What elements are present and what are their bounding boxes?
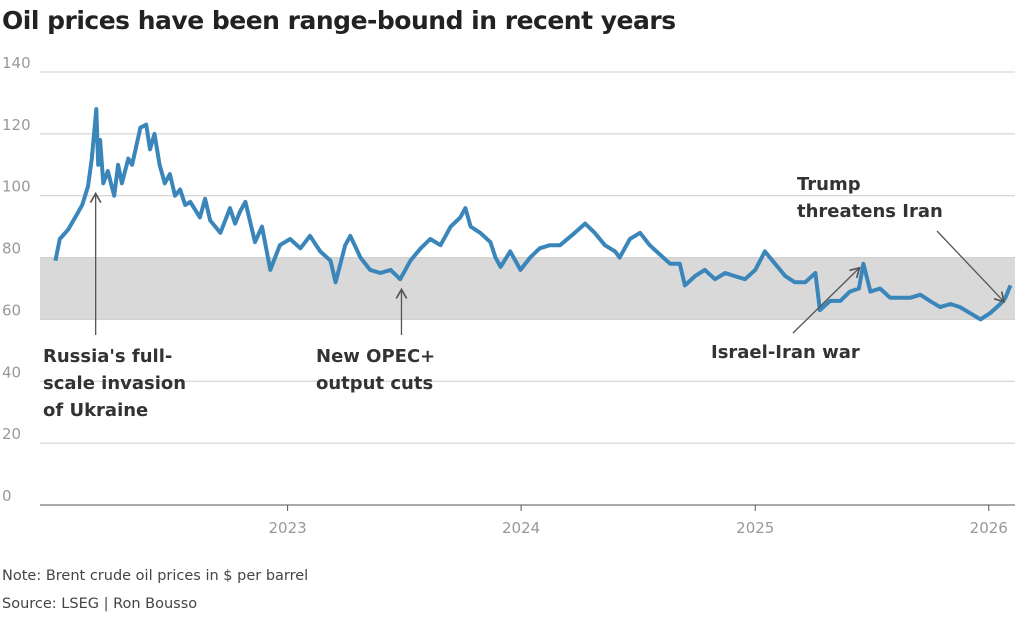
annotation-label: Israel-Iran war <box>711 342 860 363</box>
chart-title: Oil prices have been range-bound in rece… <box>2 6 676 35</box>
y-tick-label: 80 <box>2 240 21 258</box>
annotation-label: of Ukraine <box>43 400 148 421</box>
y-tick-label: 60 <box>2 301 21 319</box>
y-tick-label: 100 <box>2 178 31 196</box>
x-tick-label: 2025 <box>736 519 774 537</box>
annotation-label: scale invasion <box>43 373 186 394</box>
chart-note: Note: Brent crude oil prices in $ per ba… <box>2 568 309 584</box>
y-tick-label: 140 <box>2 54 31 72</box>
annotation-arrow <box>792 266 861 334</box>
line-chart: 0 20 40 60 80 100 120 140 2023 2024 2025 2026 Russi… <box>2 54 1015 537</box>
annotation-label: output cuts <box>316 373 433 394</box>
y-tick-label: 0 <box>2 487 12 505</box>
annotation-arrow <box>936 230 1006 304</box>
x-tick-label: 2024 <box>502 519 540 537</box>
x-tick-label: 2026 <box>970 519 1008 537</box>
annotation-label: Trump <box>797 174 861 195</box>
chart-source: Source: LSEG | Ron Bousso <box>2 596 198 612</box>
x-tick-label: 2023 <box>268 519 306 537</box>
y-tick-label: 40 <box>2 363 21 381</box>
annotation-label: Russia's full- <box>43 346 172 367</box>
annotation-label: New OPEC+ <box>316 346 435 367</box>
brent-price-line <box>53 107 1013 322</box>
annotation-label: threatens Iran <box>797 201 943 222</box>
y-tick-label: 120 <box>2 116 31 134</box>
y-tick-label: 20 <box>2 425 21 443</box>
